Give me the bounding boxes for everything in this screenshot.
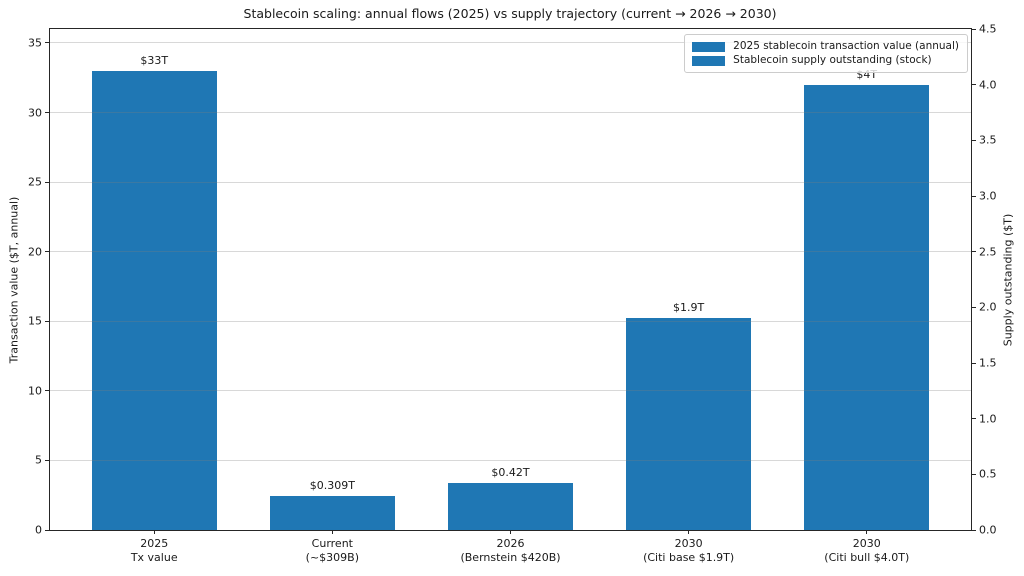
right-tick-label: 2.5 (979, 245, 997, 259)
right-tick-label: 4.0 (979, 78, 997, 92)
legend-swatch (692, 55, 726, 66)
right-tick-mark (972, 84, 976, 86)
grid-line (50, 42, 971, 44)
bar (270, 495, 395, 530)
left-tick-label: 15 (28, 314, 42, 328)
grid-line (50, 181, 971, 183)
x-tick-mark (331, 530, 333, 534)
x-tick-label: 2030 (Citi bull $4.0T) (824, 537, 910, 564)
right-tick-label: 3.5 (979, 133, 997, 147)
left-tick-label: 5 (35, 453, 42, 467)
grid-line (50, 459, 971, 461)
x-tick-label: 2026 (Bernstein $420B) (460, 537, 561, 564)
x-tick-mark (510, 530, 511, 534)
left-tick-mark (45, 529, 49, 531)
left-tick-label: 30 (28, 106, 42, 119)
bar (626, 318, 751, 530)
right-tick-mark (972, 529, 976, 531)
x-tick-mark (153, 530, 155, 534)
legend-row: Stablecoin supply outstanding (stock) (692, 54, 959, 67)
right-tick-mark (972, 362, 976, 364)
x-tick-label: Current (~$309B) (305, 537, 360, 564)
left-tick-mark (45, 459, 49, 461)
left-axis-title: Transaction value ($T, annual) (7, 196, 21, 364)
chart-title: Stablecoin scaling: annual flows (2025) … (243, 6, 777, 21)
left-tick-mark (45, 320, 49, 322)
right-tick-mark (972, 473, 976, 475)
grid-line (50, 320, 971, 322)
left-tick-label: 10 (28, 384, 42, 398)
right-tick-mark (972, 251, 976, 253)
right-tick-label: 0.5 (979, 467, 997, 481)
right-tick-mark (972, 418, 976, 420)
left-tick-mark (45, 390, 49, 392)
legend: 2025 stablecoin transaction value (annua… (684, 34, 968, 73)
right-tick-mark (972, 28, 976, 30)
bar (91, 70, 217, 530)
grid-line (50, 251, 971, 253)
legend-label: 2025 stablecoin transaction value (annua… (733, 40, 959, 52)
bar (804, 84, 930, 530)
left-tick-mark (45, 112, 49, 113)
x-tick-mark (688, 530, 690, 534)
grid-line (50, 390, 971, 392)
left-tick-label: 0 (35, 523, 42, 537)
left-tick-mark (45, 42, 49, 44)
left-tick-mark (45, 181, 49, 183)
left-tick-label: 20 (28, 245, 42, 259)
right-tick-label: 2.0 (979, 300, 997, 314)
x-tick-label: 2025 Tx value (130, 537, 178, 564)
x-tick-mark (866, 530, 868, 534)
legend-swatch (692, 41, 726, 52)
grid-line (50, 112, 971, 113)
left-tick-mark (45, 251, 49, 253)
bar-value-label: $33T (140, 53, 169, 67)
bar-value-label: $1.9T (673, 301, 705, 315)
right-tick-mark (972, 139, 976, 141)
right-tick-label: 1.5 (979, 356, 997, 370)
x-tick-label: 2030 (Citi base $1.9T) (643, 537, 735, 564)
right-axis-title: Supply outstanding ($T) (1001, 213, 1015, 347)
left-tick-label: 35 (28, 36, 42, 50)
left-tick-label: 25 (28, 175, 42, 189)
right-tick-label: 3.0 (979, 189, 997, 203)
legend-row: 2025 stablecoin transaction value (annua… (692, 40, 959, 53)
plot-area: 2025 stablecoin transaction value (annua… (28, 23, 997, 565)
right-tick-label: 0.0 (979, 523, 997, 537)
legend-label: Stablecoin supply outstanding (stock) (733, 54, 932, 66)
bar (448, 483, 573, 530)
bar-value-label: $0.42T (491, 466, 530, 480)
right-tick-label: 4.5 (979, 22, 997, 36)
right-tick-label: 1.0 (979, 412, 997, 426)
right-tick-mark (972, 306, 976, 308)
right-tick-mark (972, 195, 976, 197)
bar-value-label: $0.309T (309, 478, 355, 492)
